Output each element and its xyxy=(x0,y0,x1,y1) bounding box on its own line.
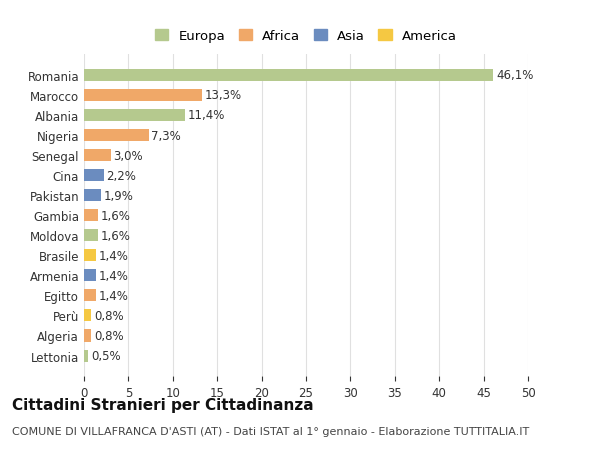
Text: 7,3%: 7,3% xyxy=(151,129,181,142)
Text: 1,9%: 1,9% xyxy=(104,189,133,202)
Bar xyxy=(84,90,202,102)
Text: 1,4%: 1,4% xyxy=(99,249,129,262)
Bar xyxy=(84,230,98,242)
Bar xyxy=(84,130,149,142)
Text: 1,4%: 1,4% xyxy=(99,269,129,282)
Legend: Europa, Africa, Asia, America: Europa, Africa, Asia, America xyxy=(151,26,461,47)
Text: COMUNE DI VILLAFRANCA D'ASTI (AT) - Dati ISTAT al 1° gennaio - Elaborazione TUTT: COMUNE DI VILLAFRANCA D'ASTI (AT) - Dati… xyxy=(12,426,529,436)
Text: 1,6%: 1,6% xyxy=(101,209,131,222)
Bar xyxy=(84,310,91,322)
Text: 1,6%: 1,6% xyxy=(101,229,131,242)
Text: 3,0%: 3,0% xyxy=(113,149,143,162)
Text: 0,8%: 0,8% xyxy=(94,329,124,342)
Text: 1,4%: 1,4% xyxy=(99,289,129,302)
Bar xyxy=(84,170,104,182)
Text: Cittadini Stranieri per Cittadinanza: Cittadini Stranieri per Cittadinanza xyxy=(12,397,314,412)
Text: 46,1%: 46,1% xyxy=(496,69,533,82)
Bar xyxy=(84,110,185,122)
Bar xyxy=(84,210,98,222)
Text: 2,2%: 2,2% xyxy=(106,169,136,182)
Bar xyxy=(84,250,97,262)
Bar xyxy=(84,270,97,282)
Text: 13,3%: 13,3% xyxy=(205,89,242,102)
Bar xyxy=(84,330,91,342)
Text: 11,4%: 11,4% xyxy=(188,109,225,122)
Bar xyxy=(84,70,493,82)
Text: 0,5%: 0,5% xyxy=(91,349,121,362)
Bar xyxy=(84,190,101,202)
Text: 0,8%: 0,8% xyxy=(94,309,124,322)
Bar xyxy=(84,150,110,162)
Bar xyxy=(84,290,97,302)
Bar xyxy=(84,350,88,362)
